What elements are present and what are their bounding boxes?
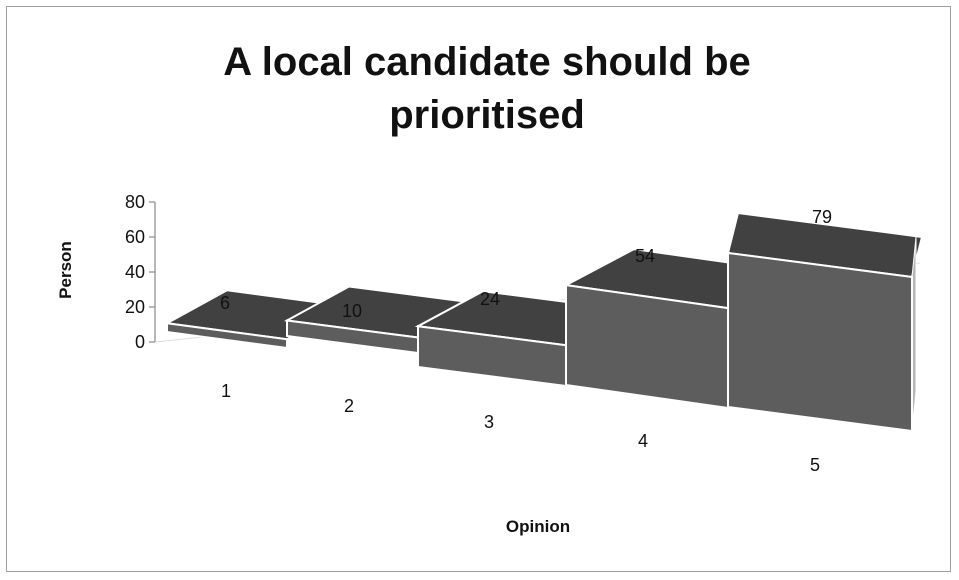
- data-label: 79: [812, 207, 832, 227]
- bar-5: [726, 211, 924, 433]
- x-tick-label: 1: [221, 381, 231, 401]
- y-axis-title: Person: [56, 241, 75, 299]
- data-label: 54: [635, 246, 655, 266]
- data-labels: 6 10 24 54 79: [220, 207, 832, 321]
- y-tick-label: 20: [125, 297, 145, 317]
- data-label: 10: [342, 301, 362, 321]
- bar-front-face: [166, 322, 288, 350]
- y-tick-label: 80: [125, 192, 145, 212]
- y-tick-label: 40: [125, 262, 145, 282]
- x-axis-title: Opinion: [506, 517, 570, 536]
- x-axis-ticks: 1 2 3 4 5: [221, 381, 820, 475]
- chart-title-line-2: prioritised: [389, 93, 585, 137]
- x-tick-label: 5: [810, 455, 820, 475]
- bar-front-face: [727, 251, 913, 433]
- data-label: 24: [480, 289, 500, 309]
- x-tick-label: 2: [344, 396, 354, 416]
- x-tick-label: 3: [484, 412, 494, 432]
- y-tick-label: 0: [135, 332, 145, 352]
- data-label: 6: [220, 293, 230, 313]
- x-tick-label: 4: [638, 431, 648, 451]
- y-tick-label: 60: [125, 227, 145, 247]
- chart-title-line-1: A local candidate should be: [223, 40, 751, 84]
- bars: [163, 211, 924, 433]
